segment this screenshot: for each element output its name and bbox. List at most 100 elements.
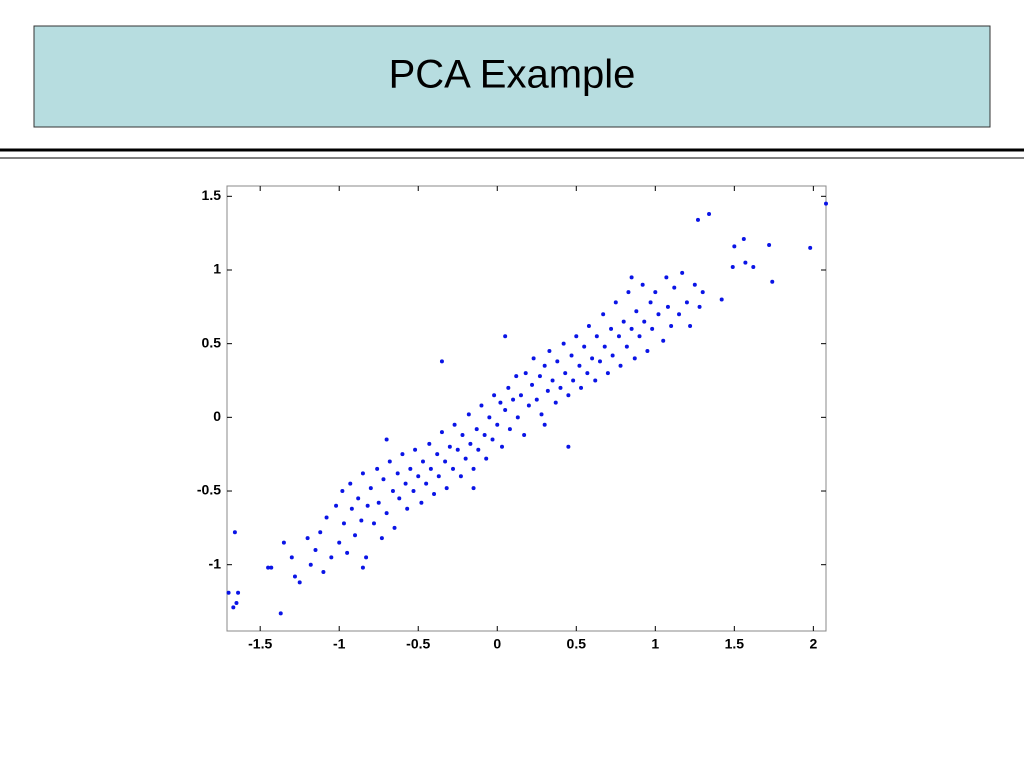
point: [534, 397, 539, 402]
point: [318, 530, 323, 535]
plot-area: [226, 185, 827, 632]
point: [305, 536, 310, 541]
point: [741, 237, 746, 242]
point: [680, 270, 685, 275]
point: [561, 341, 566, 346]
y-tick-label: -0.5: [197, 482, 221, 498]
point: [616, 334, 621, 339]
point: [642, 319, 647, 324]
x-tick-label: -1: [333, 636, 346, 652]
point: [672, 285, 677, 290]
point: [234, 601, 239, 606]
point: [626, 290, 631, 295]
x-tick-label: 2: [809, 636, 817, 652]
point: [419, 500, 424, 505]
point: [574, 334, 579, 339]
point: [428, 466, 433, 471]
point: [408, 466, 413, 471]
point: [479, 403, 484, 408]
point: [597, 359, 602, 364]
point: [515, 415, 520, 420]
point: [707, 211, 712, 216]
point: [492, 393, 497, 398]
point: [340, 489, 345, 494]
y-tick-label: 0: [213, 408, 221, 424]
point: [460, 433, 465, 438]
point: [751, 265, 756, 270]
point: [375, 466, 380, 471]
y-tick-label: -1: [209, 555, 222, 571]
point: [692, 282, 697, 287]
point: [356, 496, 361, 501]
point: [360, 565, 365, 570]
point: [231, 605, 236, 610]
point: [632, 356, 637, 361]
point: [384, 511, 389, 516]
point: [824, 201, 828, 206]
point: [436, 474, 441, 479]
point: [474, 427, 479, 432]
point: [452, 422, 457, 427]
point: [281, 540, 286, 545]
point: [634, 309, 639, 314]
point: [379, 536, 384, 541]
point: [371, 521, 376, 526]
point: [518, 393, 523, 398]
point: [471, 486, 476, 491]
point: [266, 565, 271, 570]
point: [618, 363, 623, 368]
point: [413, 447, 418, 452]
point: [334, 503, 339, 508]
point: [542, 422, 547, 427]
point: [387, 459, 392, 464]
point: [381, 477, 386, 482]
point: [232, 530, 237, 535]
point: [324, 515, 329, 520]
point: [688, 323, 693, 328]
point: [427, 441, 432, 446]
point: [585, 371, 590, 376]
point: [590, 356, 595, 361]
point: [669, 323, 674, 328]
point: [531, 356, 536, 361]
point: [732, 244, 737, 249]
point: [458, 474, 463, 479]
point: [609, 326, 614, 331]
point: [563, 371, 568, 376]
title-box: [33, 25, 991, 128]
point: [439, 359, 444, 364]
point: [537, 374, 542, 379]
point: [743, 260, 748, 265]
point: [569, 353, 574, 358]
point: [411, 489, 416, 494]
point: [395, 471, 400, 476]
point: [376, 500, 381, 505]
point: [471, 466, 476, 471]
point: [359, 518, 364, 523]
point: [555, 359, 560, 364]
point: [337, 540, 342, 545]
point: [482, 433, 487, 438]
point: [677, 312, 682, 317]
point: [439, 430, 444, 435]
point: [403, 481, 408, 486]
point: [640, 282, 645, 287]
point: [577, 363, 582, 368]
x-tick-label: 0.5: [567, 636, 587, 652]
point: [416, 474, 421, 479]
x-tick-label: -0.5: [406, 636, 430, 652]
point: [507, 427, 512, 432]
point: [405, 506, 410, 511]
point: [579, 385, 584, 390]
point: [443, 459, 448, 464]
point: [566, 444, 571, 449]
point: [558, 385, 563, 390]
point: [360, 471, 365, 476]
point: [297, 580, 302, 585]
point: [697, 304, 702, 309]
point: [476, 447, 481, 452]
point: [661, 338, 666, 343]
y-tick-label: 0.5: [202, 334, 222, 350]
point: [495, 422, 500, 427]
